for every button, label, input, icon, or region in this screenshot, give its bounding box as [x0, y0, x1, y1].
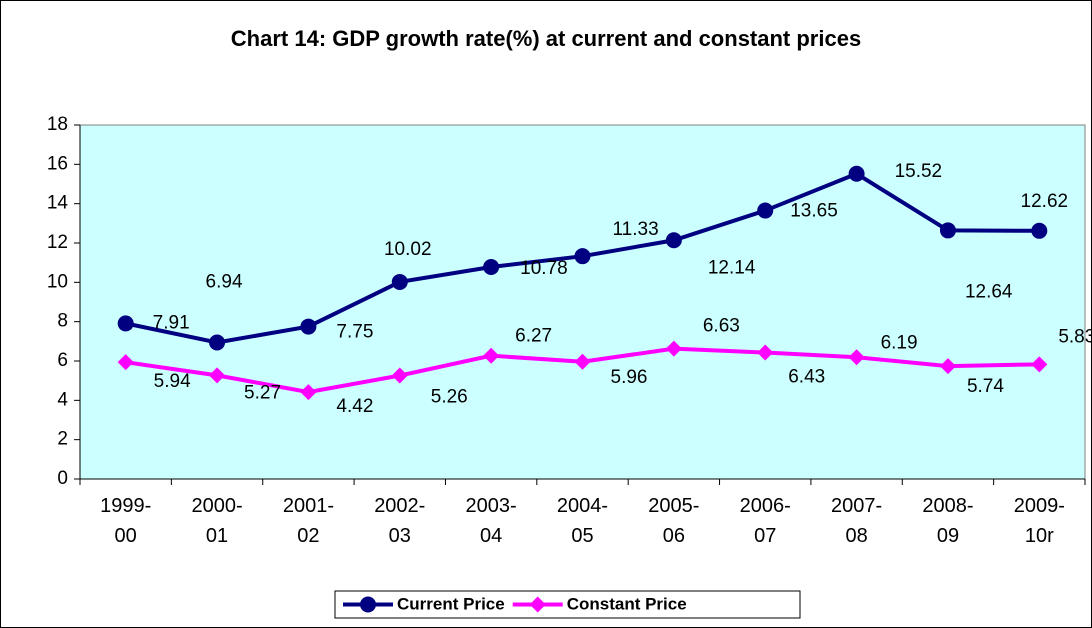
point	[117, 315, 134, 332]
data-label: 10.02	[384, 239, 432, 260]
point	[209, 334, 226, 351]
point	[360, 596, 376, 613]
data-label: 11.33	[613, 219, 659, 240]
data-label: 6.19	[881, 332, 918, 353]
x-tick-label: 2000-01	[191, 495, 243, 547]
data-label: 5.74	[967, 376, 1004, 397]
point	[757, 202, 774, 219]
legend: Current Price Constant Price	[334, 590, 801, 619]
data-label: 12.14	[708, 257, 756, 278]
data-label: 12.62	[1021, 191, 1069, 212]
point	[939, 222, 956, 239]
y-tick-label: 4	[57, 389, 68, 410]
point	[300, 384, 317, 401]
chart-title: Chart 14: GDP growth rate(%) at current …	[231, 26, 861, 51]
y-tick-label: 10	[47, 271, 68, 292]
legend-label: Current Price	[397, 594, 505, 613]
point	[848, 349, 865, 366]
data-label: 6.63	[703, 316, 740, 337]
point	[574, 248, 591, 265]
y-tick-label: 18	[47, 114, 68, 135]
point	[665, 340, 682, 357]
x-tick-label: 1999-00	[100, 495, 152, 547]
point	[665, 232, 682, 249]
point	[939, 358, 956, 375]
y-tick-label: 14	[47, 193, 69, 214]
data-label: 5.96	[611, 367, 648, 388]
y-tick-label: 2	[57, 429, 68, 450]
data-label: 5.83	[1058, 326, 1092, 347]
point	[117, 354, 134, 371]
x-tick-label: 2006-07	[739, 495, 791, 547]
data-label: 6.27	[515, 326, 552, 347]
x-tick-label: 2002-03	[374, 495, 426, 547]
data-label: 7.75	[336, 322, 373, 343]
point	[391, 367, 408, 384]
data-label: 15.52	[895, 161, 943, 182]
y-tick-label: 12	[47, 232, 68, 253]
plot-area	[79, 124, 1086, 480]
x-tick-label: 2004-05	[556, 495, 609, 547]
x-tick-label: 2005-06	[648, 495, 700, 547]
x-tick-label: 2008-09	[922, 495, 974, 547]
data-label: 13.65	[790, 201, 838, 222]
data-label: 6.43	[788, 367, 825, 388]
legend-label: Constant Price	[567, 594, 687, 613]
data-label: 10.78	[520, 258, 568, 279]
y-tick-label: 0	[57, 468, 68, 489]
data-label: 5.27	[244, 382, 281, 403]
data-label: 7.91	[153, 312, 190, 333]
data-label: 4.42	[336, 396, 373, 417]
point	[483, 347, 500, 364]
x-tick-label: 2001-02	[282, 495, 334, 547]
point	[483, 258, 500, 275]
data-label: 12.64	[965, 281, 1013, 302]
point	[1031, 222, 1048, 239]
point	[529, 596, 546, 613]
x-tick-label: 2003-04	[465, 495, 517, 547]
y-tick-label: 6	[57, 350, 68, 371]
point	[848, 165, 865, 182]
legend-box	[334, 590, 801, 619]
y-tick-label: 8	[57, 311, 68, 332]
data-label: 6.94	[206, 272, 243, 293]
point	[391, 273, 408, 290]
x-tick-label: 2009-10r	[1013, 495, 1065, 547]
point	[1031, 356, 1048, 373]
data-label: 5.94	[154, 371, 191, 392]
point	[209, 367, 226, 384]
point	[757, 344, 774, 361]
y-tick-label: 16	[47, 153, 68, 174]
data-label: 5.26	[431, 387, 468, 408]
point	[574, 353, 591, 370]
x-tick-label: 2007-08	[831, 495, 883, 547]
point	[300, 318, 317, 335]
